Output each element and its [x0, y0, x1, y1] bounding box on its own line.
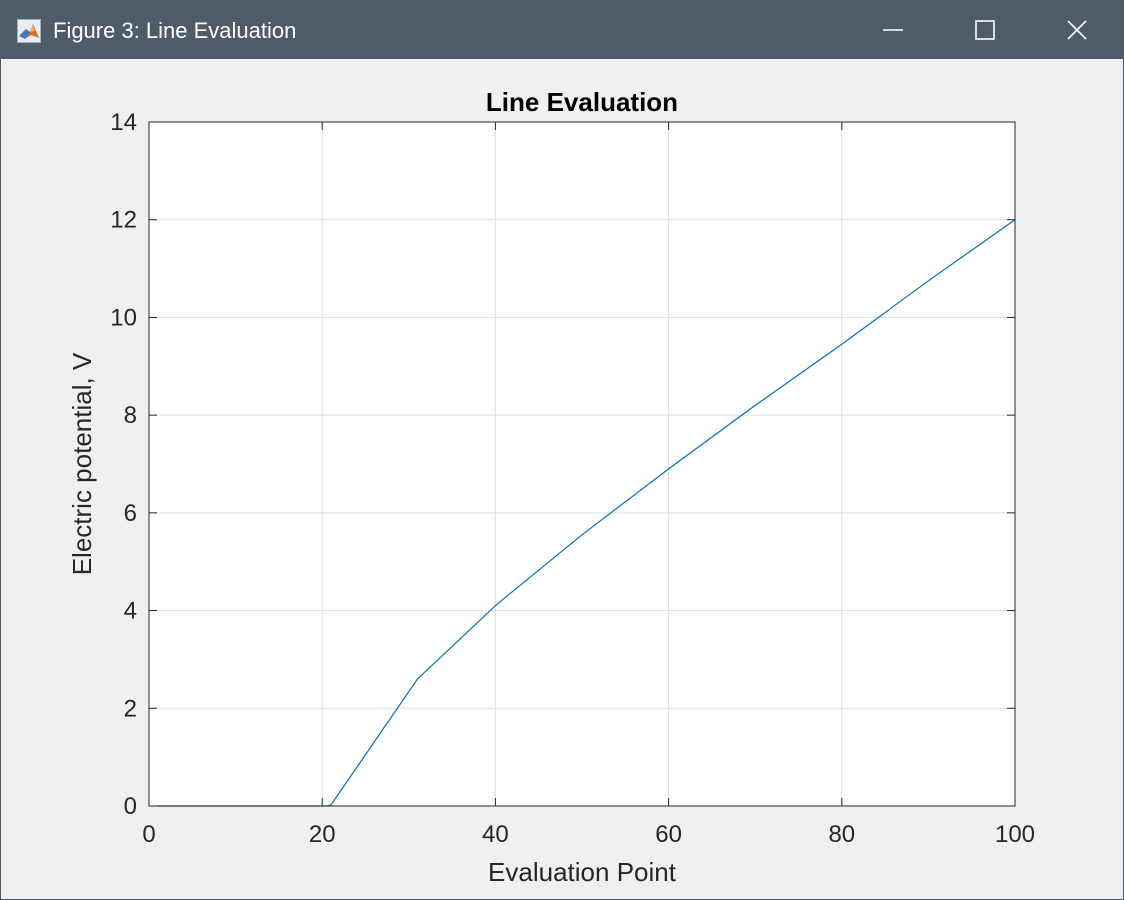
x-tick-label: 40	[482, 821, 509, 848]
x-tick-label: 20	[309, 821, 336, 848]
axes-frame	[148, 121, 1016, 807]
y-tick-label: 4	[124, 598, 137, 625]
plot-area[interactable]	[149, 122, 1015, 806]
matlab-membrane-icon	[17, 19, 41, 43]
x-tick-label: 60	[655, 821, 682, 848]
y-tick-label: 0	[124, 793, 137, 820]
figure-canvas: 0 20 40 60 80 100 0 2 4 6 8 10 12 14 Line Evaluation …	[1, 59, 1123, 899]
maximize-icon	[975, 20, 995, 40]
close-icon	[1067, 20, 1087, 40]
minimize-button[interactable]	[847, 1, 939, 59]
y-tick-label: 8	[124, 402, 137, 429]
y-tick-label: 2	[124, 695, 137, 722]
window-title: Figure 3: Line Evaluation	[53, 18, 297, 43]
series-layer	[157, 219, 1016, 807]
y-tick-label: 14	[110, 109, 137, 136]
y-axis-label: Electric potential, V	[67, 352, 97, 575]
close-button[interactable]	[1031, 1, 1123, 59]
title-bar[interactable]: Figure 3: Line Evaluation	[1, 1, 1123, 59]
grid-lines	[149, 122, 1015, 806]
x-tick-label: 100	[995, 821, 1035, 848]
y-tick-label: 12	[110, 207, 137, 234]
y-tick-label: 10	[110, 304, 137, 331]
x-tick-label: 0	[142, 821, 155, 848]
x-tick-label: 80	[828, 821, 855, 848]
series-line	[157, 219, 1016, 807]
maximize-button[interactable]	[939, 1, 1031, 59]
y-tick-label: 6	[124, 500, 137, 527]
minimize-icon	[883, 29, 903, 31]
x-axis-label: Evaluation Point	[488, 857, 677, 887]
ticks: 0 20 40 60 80 100 0 2 4 6 8 10 12 14	[110, 109, 1035, 848]
chart-title: Line Evaluation	[486, 87, 678, 117]
